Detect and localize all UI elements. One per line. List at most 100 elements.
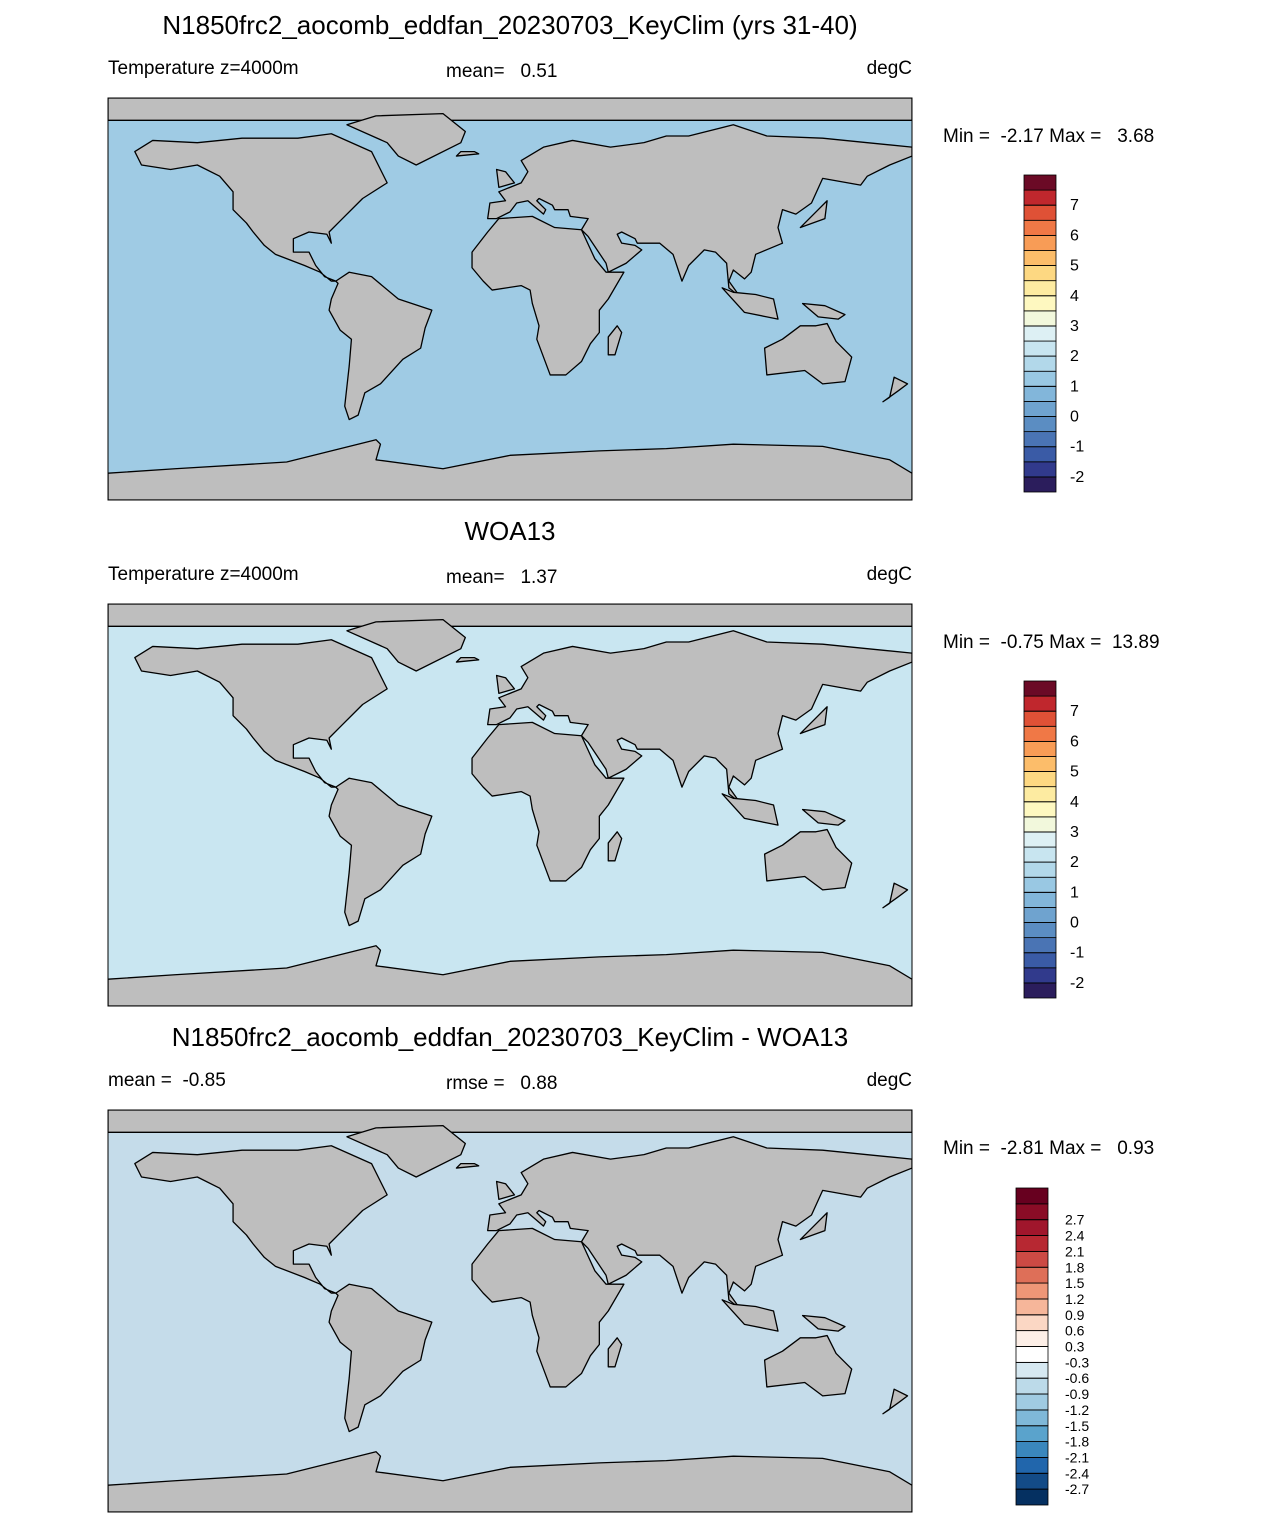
colorbar-box bbox=[1023, 922, 1057, 939]
colorbar-label: -2.7 bbox=[1065, 1481, 1089, 1497]
map-frame bbox=[107, 1109, 913, 1513]
colorbar-box bbox=[1023, 891, 1057, 908]
colorbar-label: -1.8 bbox=[1065, 1434, 1089, 1450]
colorbar-box bbox=[1015, 1409, 1049, 1427]
colorbar-box bbox=[1023, 846, 1057, 863]
colorbar-box bbox=[1023, 876, 1057, 893]
colorbar-label: 1.8 bbox=[1065, 1259, 1085, 1275]
colorbar-box bbox=[1015, 1346, 1049, 1363]
colorbar-box bbox=[1023, 982, 1057, 999]
colorbar-label: 0.9 bbox=[1065, 1307, 1085, 1323]
colorbar-box bbox=[1015, 1472, 1049, 1490]
colorbar-box bbox=[1023, 370, 1057, 387]
min-max-label: Min = -2.17 Max = 3.68 bbox=[943, 126, 1154, 147]
center-label: rmse = 0.88 bbox=[446, 1073, 557, 1094]
colorbar-box bbox=[1023, 189, 1057, 206]
colorbar-box bbox=[1023, 907, 1057, 923]
colorbar-box bbox=[1023, 476, 1057, 493]
colorbar-box bbox=[1015, 1266, 1049, 1284]
colorbar-label: 2.7 bbox=[1065, 1212, 1085, 1228]
colorbar-box bbox=[1023, 831, 1057, 848]
colorbar-box bbox=[1023, 250, 1057, 266]
colorbar-box bbox=[1023, 967, 1057, 984]
colorbar-label: 3 bbox=[1070, 318, 1079, 335]
map-frame bbox=[107, 97, 913, 501]
colorbar-box bbox=[1023, 816, 1057, 833]
colorbar-box bbox=[1023, 385, 1057, 402]
panel: N1850frc2_aocomb_eddfan_20230703_KeyClim… bbox=[107, 10, 1154, 501]
panel-title: N1850frc2_aocomb_eddfan_20230703_KeyClim… bbox=[172, 1022, 848, 1052]
colorbar-label: 1.2 bbox=[1065, 1291, 1085, 1307]
colorbar-box bbox=[1023, 401, 1057, 417]
colorbar-label: -1.2 bbox=[1065, 1402, 1089, 1418]
colorbar-box bbox=[1015, 1377, 1049, 1395]
colorbar-box bbox=[1023, 801, 1057, 818]
colorbar-box bbox=[1015, 1457, 1049, 1474]
colorbar-box bbox=[1015, 1488, 1049, 1506]
colorbar-box bbox=[1023, 340, 1057, 357]
units-label: degC bbox=[867, 58, 912, 79]
colorbar-box bbox=[1015, 1441, 1049, 1458]
center-label: mean= 1.37 bbox=[446, 567, 557, 588]
colorbar-label: 2 bbox=[1070, 348, 1079, 365]
colorbar-box bbox=[1015, 1361, 1049, 1379]
map-frame bbox=[107, 603, 913, 1007]
colorbar-box bbox=[1023, 355, 1057, 372]
colorbar-box bbox=[1023, 219, 1057, 236]
colorbar-label: 5 bbox=[1070, 258, 1079, 275]
colorbar-box bbox=[1015, 1425, 1049, 1443]
colorbar-box bbox=[1023, 695, 1057, 712]
min-max-label: Min = -2.81 Max = 0.93 bbox=[943, 1138, 1154, 1159]
colorbar-label: -0.6 bbox=[1065, 1370, 1089, 1386]
colorbar-box bbox=[1023, 756, 1057, 772]
colorbar-label: 1 bbox=[1070, 884, 1079, 901]
colorbar-label: 4 bbox=[1070, 794, 1079, 811]
colorbar-label: -2 bbox=[1070, 469, 1084, 486]
colorbar-box bbox=[1015, 1235, 1049, 1252]
colorbar-box bbox=[1015, 1203, 1049, 1221]
colorbar-box bbox=[1015, 1251, 1049, 1268]
colorbar-label: 1.5 bbox=[1065, 1275, 1085, 1291]
colorbar-box bbox=[1023, 680, 1057, 697]
colorbar-box bbox=[1023, 416, 1057, 433]
left-label: Temperature z=4000m bbox=[108, 58, 299, 79]
colorbar-box bbox=[1015, 1298, 1049, 1316]
colorbar-label: 5 bbox=[1070, 764, 1079, 781]
colorbar-box bbox=[1023, 461, 1057, 478]
colorbar-box bbox=[1023, 310, 1057, 327]
colorbar-label: 0 bbox=[1070, 915, 1079, 932]
colorbar-box bbox=[1023, 710, 1057, 727]
colorbar-box bbox=[1023, 725, 1057, 742]
colorbar-label: -0.9 bbox=[1065, 1386, 1089, 1402]
colorbar-label: 2 bbox=[1070, 854, 1079, 871]
colorbar-label: 4 bbox=[1070, 288, 1079, 305]
colorbar-box bbox=[1023, 265, 1057, 282]
colorbar-box bbox=[1023, 280, 1057, 297]
colorbar-box bbox=[1023, 234, 1057, 251]
map bbox=[108, 604, 912, 1006]
panel-title: WOA13 bbox=[464, 516, 555, 546]
colorbar-box bbox=[1023, 446, 1057, 463]
colorbar-label: 1 bbox=[1070, 378, 1079, 395]
colorbar-label: 0.6 bbox=[1065, 1323, 1085, 1339]
map bbox=[108, 1110, 912, 1512]
colorbar-label: -1 bbox=[1070, 945, 1084, 962]
panel: N1850frc2_aocomb_eddfan_20230703_KeyClim… bbox=[107, 1022, 1154, 1513]
colorbar-label: -1.5 bbox=[1065, 1418, 1089, 1434]
colorbar-box bbox=[1023, 937, 1057, 954]
colorbar-label: 7 bbox=[1070, 197, 1079, 214]
colorbar-box bbox=[1015, 1393, 1049, 1411]
colorbar-box bbox=[1023, 174, 1057, 191]
colorbar-label: 0 bbox=[1070, 409, 1079, 426]
colorbar-box bbox=[1015, 1314, 1049, 1332]
map bbox=[108, 98, 912, 500]
colorbar-box bbox=[1023, 786, 1057, 803]
colorbar-label: 3 bbox=[1070, 824, 1079, 841]
colorbar-box bbox=[1015, 1219, 1049, 1236]
panel-title: N1850frc2_aocomb_eddfan_20230703_KeyClim… bbox=[162, 10, 857, 40]
colorbar-label: -1 bbox=[1070, 439, 1084, 456]
left-label: Temperature z=4000m bbox=[108, 564, 299, 585]
colorbar-box bbox=[1023, 861, 1057, 878]
colorbar-box bbox=[1023, 431, 1057, 448]
